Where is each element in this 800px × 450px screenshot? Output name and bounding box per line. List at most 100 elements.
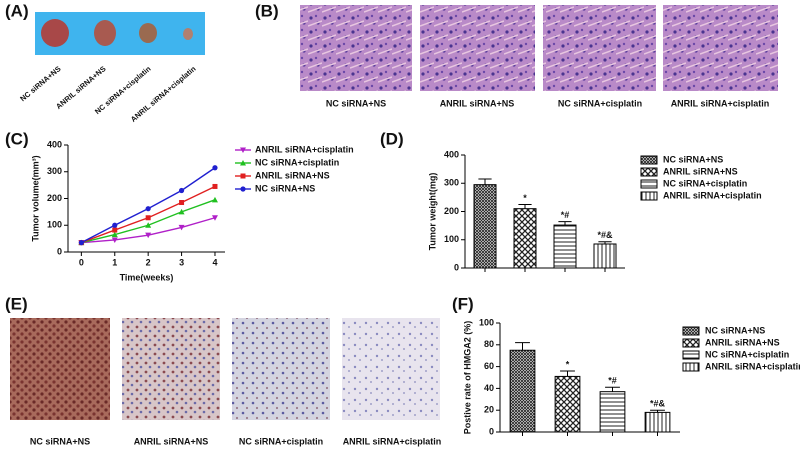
legend-swatch bbox=[682, 362, 700, 372]
point bbox=[212, 183, 218, 189]
point bbox=[145, 222, 152, 228]
line bbox=[81, 167, 216, 244]
line bbox=[81, 217, 216, 244]
annotation: * bbox=[523, 193, 527, 203]
y-tick-label: 0 bbox=[57, 246, 62, 256]
point bbox=[212, 165, 218, 171]
bar bbox=[513, 208, 537, 269]
y-axis-label: Tumor volume(mm³) bbox=[30, 155, 40, 241]
annotation: *#& bbox=[597, 230, 613, 240]
y-tick-label: 200 bbox=[444, 206, 459, 216]
bar bbox=[599, 391, 626, 433]
y-tick-label: 20 bbox=[484, 405, 494, 415]
legend-label: ANRIL siRNA+cisplatin bbox=[255, 144, 354, 154]
ihc-image bbox=[342, 318, 440, 420]
image-caption: NC siRNA+cisplatin bbox=[558, 98, 642, 108]
y-tick-label: 400 bbox=[444, 149, 459, 159]
annotation: *#& bbox=[650, 399, 666, 409]
panel-label: (A) bbox=[5, 1, 29, 20]
y-tick-label: 300 bbox=[47, 166, 62, 176]
tumor bbox=[183, 28, 193, 40]
y-axis-label: Postive rate of HMGA2 (%) bbox=[462, 321, 472, 435]
y-tick-label: 100 bbox=[444, 234, 459, 244]
image-caption: NC siRNA+cisplatin bbox=[239, 436, 323, 446]
legend-label: ANRIL siRNA+cisplatin bbox=[705, 361, 800, 371]
x-tick-label: 4 bbox=[212, 257, 217, 267]
x-tick-label: 1 bbox=[112, 257, 117, 267]
point bbox=[145, 215, 151, 221]
legend-marker bbox=[240, 186, 246, 192]
error-bar bbox=[558, 221, 572, 226]
point bbox=[112, 227, 118, 233]
legend-label: ANRIL siRNA+cisplatin bbox=[663, 190, 762, 200]
y-tick-label: 80 bbox=[484, 339, 494, 349]
image-caption: ANRIL siRNA+cisplatin bbox=[343, 436, 442, 446]
error-bar bbox=[605, 386, 620, 392]
legend-label: NC siRNA+cisplatin bbox=[705, 349, 789, 359]
panel-label: (F) bbox=[452, 294, 474, 313]
y-axis-label: Tumor weight(mg) bbox=[427, 173, 437, 251]
legend-swatch bbox=[640, 191, 658, 201]
point bbox=[179, 200, 185, 206]
point bbox=[111, 237, 118, 243]
point bbox=[145, 232, 152, 239]
legend-label: NC siRNA+NS bbox=[663, 154, 723, 164]
legend-swatch bbox=[682, 350, 700, 360]
bar bbox=[473, 184, 497, 269]
he-image bbox=[300, 5, 412, 91]
image-caption: NC siRNA+NS bbox=[326, 98, 386, 108]
image-caption: ANRIL siRNA+cisplatin bbox=[671, 98, 770, 108]
legend-label: ANRIL siRNA+NS bbox=[663, 166, 738, 176]
ihc-image bbox=[232, 318, 330, 420]
point bbox=[178, 208, 185, 215]
legend-swatch bbox=[682, 326, 700, 336]
y-tick-label: 0 bbox=[489, 426, 494, 436]
legend-marker bbox=[240, 160, 246, 166]
legend-label: NC siRNA+cisplatin bbox=[255, 157, 339, 167]
point bbox=[211, 215, 218, 221]
image-caption: ANRIL siRNA+NS bbox=[440, 98, 515, 108]
annotation: *# bbox=[561, 210, 570, 220]
panel-label: (E) bbox=[5, 294, 28, 313]
y-tick-label: 300 bbox=[444, 178, 459, 188]
point bbox=[178, 187, 185, 194]
error-bar bbox=[518, 203, 532, 209]
point bbox=[145, 206, 151, 212]
legend-marker bbox=[240, 147, 246, 153]
bar bbox=[509, 349, 536, 433]
point bbox=[211, 196, 218, 203]
panel-label: (D) bbox=[380, 129, 404, 148]
point bbox=[78, 240, 84, 246]
legend-label: ANRIL siRNA+NS bbox=[705, 337, 780, 347]
image-caption: NC siRNA+NS bbox=[30, 436, 90, 446]
bar bbox=[644, 411, 671, 433]
x-tick-label: 3 bbox=[179, 257, 184, 267]
point bbox=[111, 231, 118, 238]
tumor bbox=[94, 20, 116, 46]
y-tick-label: 100 bbox=[47, 220, 62, 230]
tumor bbox=[139, 23, 157, 43]
panel-label: (B) bbox=[255, 1, 279, 20]
y-tick-label: 400 bbox=[47, 139, 62, 149]
photo-label: NC siRNA+NS bbox=[18, 64, 62, 103]
bar bbox=[553, 224, 577, 269]
he-image bbox=[420, 5, 535, 91]
legend-label: ANRIL siRNA+NS bbox=[255, 170, 330, 180]
annotation: * bbox=[566, 359, 570, 369]
tumor bbox=[41, 19, 69, 47]
legend-label: NC siRNA+cisplatin bbox=[663, 178, 747, 188]
panel-label: (C) bbox=[5, 129, 29, 148]
legend-label: NC siRNA+NS bbox=[705, 325, 765, 335]
point bbox=[112, 222, 118, 228]
x-tick-label: 2 bbox=[146, 257, 151, 267]
error-bar bbox=[515, 342, 530, 351]
annotation: *# bbox=[608, 376, 617, 386]
legend-swatch bbox=[682, 338, 700, 348]
y-tick-label: 0 bbox=[454, 262, 459, 272]
legend-swatch bbox=[640, 155, 658, 165]
y-tick-label: 40 bbox=[484, 383, 494, 393]
error-bar bbox=[478, 178, 492, 185]
bar bbox=[593, 243, 617, 269]
ihc-image bbox=[10, 318, 110, 420]
